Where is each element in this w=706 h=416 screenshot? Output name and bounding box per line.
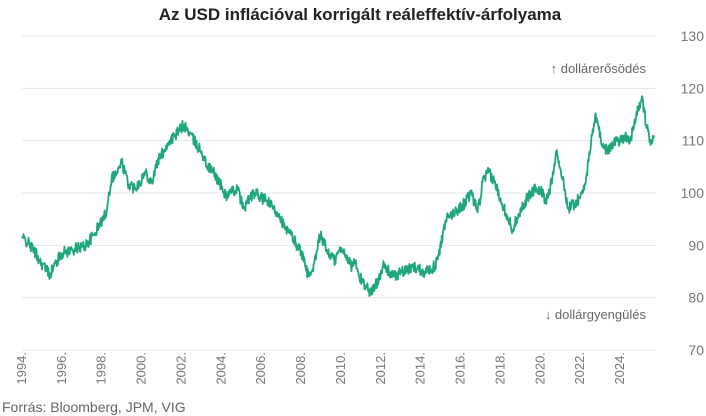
x-tick-label: 1998.	[94, 352, 109, 385]
y-tick-label: 80	[688, 290, 704, 306]
y-tick-label: 120	[681, 80, 705, 96]
x-tick-label: 1994.	[14, 352, 29, 385]
x-tick-label: 2002.	[173, 352, 188, 385]
y-tick-label: 130	[681, 28, 705, 44]
x-tick-label: 2006.	[253, 352, 268, 385]
y-tick-labels: 70 80 90 100 110 120 130	[681, 28, 705, 358]
annotation-dollar-strengthening: ↑ dollárerősödés	[551, 61, 647, 76]
x-tick-label: 2000.	[134, 352, 149, 385]
x-tick-label: 2014.	[413, 352, 428, 385]
series-line	[21, 95, 655, 297]
x-tick-labels: 1994. 1996. 1998. 2000. 2002. 2004. 2006. 2008.…	[14, 352, 627, 385]
y-tick-label: 100	[681, 185, 705, 201]
x-tick-label: 2012.	[373, 352, 388, 385]
x-tick-label: 2010.	[333, 352, 348, 385]
chart-title: Az USD inflációval korrigált reáleffektí…	[159, 5, 562, 24]
x-tick-label: 1996.	[54, 352, 69, 385]
series-layer	[21, 95, 655, 297]
grid-layer	[22, 35, 656, 351]
x-tick-label: 2004.	[213, 352, 228, 385]
x-tick-label: 2020.	[532, 352, 547, 385]
annotation-dollar-weakening: ↓ dollárgyengülés	[545, 307, 647, 322]
source-note: Forrás: Bloomberg, JPM, VIG	[2, 399, 186, 415]
x-tick-label: 2008.	[293, 352, 308, 385]
x-tick-label: 2018.	[492, 352, 507, 385]
y-tick-label: 110	[682, 133, 705, 149]
y-tick-label: 70	[688, 342, 704, 358]
y-tick-label: 90	[688, 237, 704, 253]
x-tick-label: 2022.	[572, 352, 587, 385]
x-tick-label: 2024.	[612, 352, 627, 385]
x-tick-label: 2016.	[453, 352, 468, 385]
